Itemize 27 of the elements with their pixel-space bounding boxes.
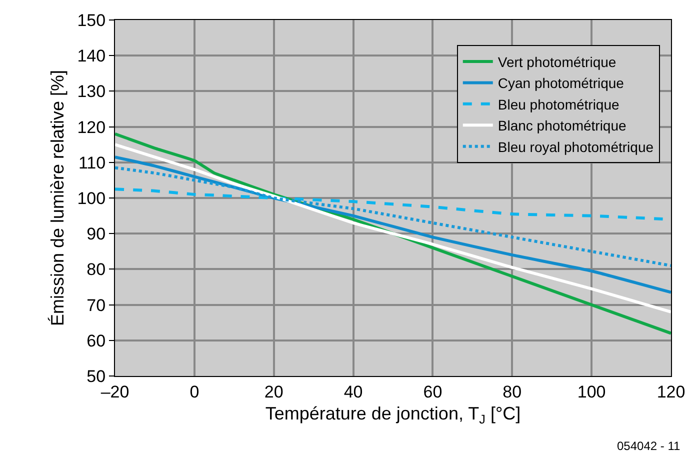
legend-label: Bleu royal photométrique [498, 138, 654, 155]
y-tick-label: 120 [77, 118, 106, 137]
y-tick-label: 140 [77, 46, 106, 66]
y-tick-label: 90 [86, 224, 106, 244]
legend-label: Bleu photométrique [498, 96, 620, 112]
line-series [115, 166, 671, 268]
y-tick-label: 130 [77, 82, 106, 102]
x-tick-label: 60 [423, 382, 442, 402]
y-tick-label: 150 [77, 10, 106, 30]
x-tick-label: 0 [190, 382, 200, 402]
y-tick-label: 70 [86, 296, 106, 315]
x-axis-title: Température de jonction, T$_{J}$ [°C] [265, 404, 521, 426]
x-tick-label: 80 [502, 382, 522, 402]
y-tick-label: 80 [86, 260, 106, 280]
y-tick-label: 60 [86, 331, 106, 350]
x-tick-label: 100 [577, 382, 606, 402]
text: 054042 - 11 [617, 439, 680, 453]
x-tick-label: 20 [264, 382, 284, 402]
y-tick-label: 100 [77, 188, 106, 208]
x-tick-label: 40 [344, 382, 363, 402]
legend-label: Blanc photométrique [498, 118, 627, 134]
x-tick-label: 120 [656, 382, 686, 402]
legend-label: Cyan photométrique [498, 75, 624, 92]
y-tick-label: 110 [78, 153, 106, 172]
line-series [115, 143, 671, 314]
legend-label: Vert photométrique [498, 54, 616, 70]
y-axis-title: Émission de lumière relative [%] [47, 70, 68, 326]
